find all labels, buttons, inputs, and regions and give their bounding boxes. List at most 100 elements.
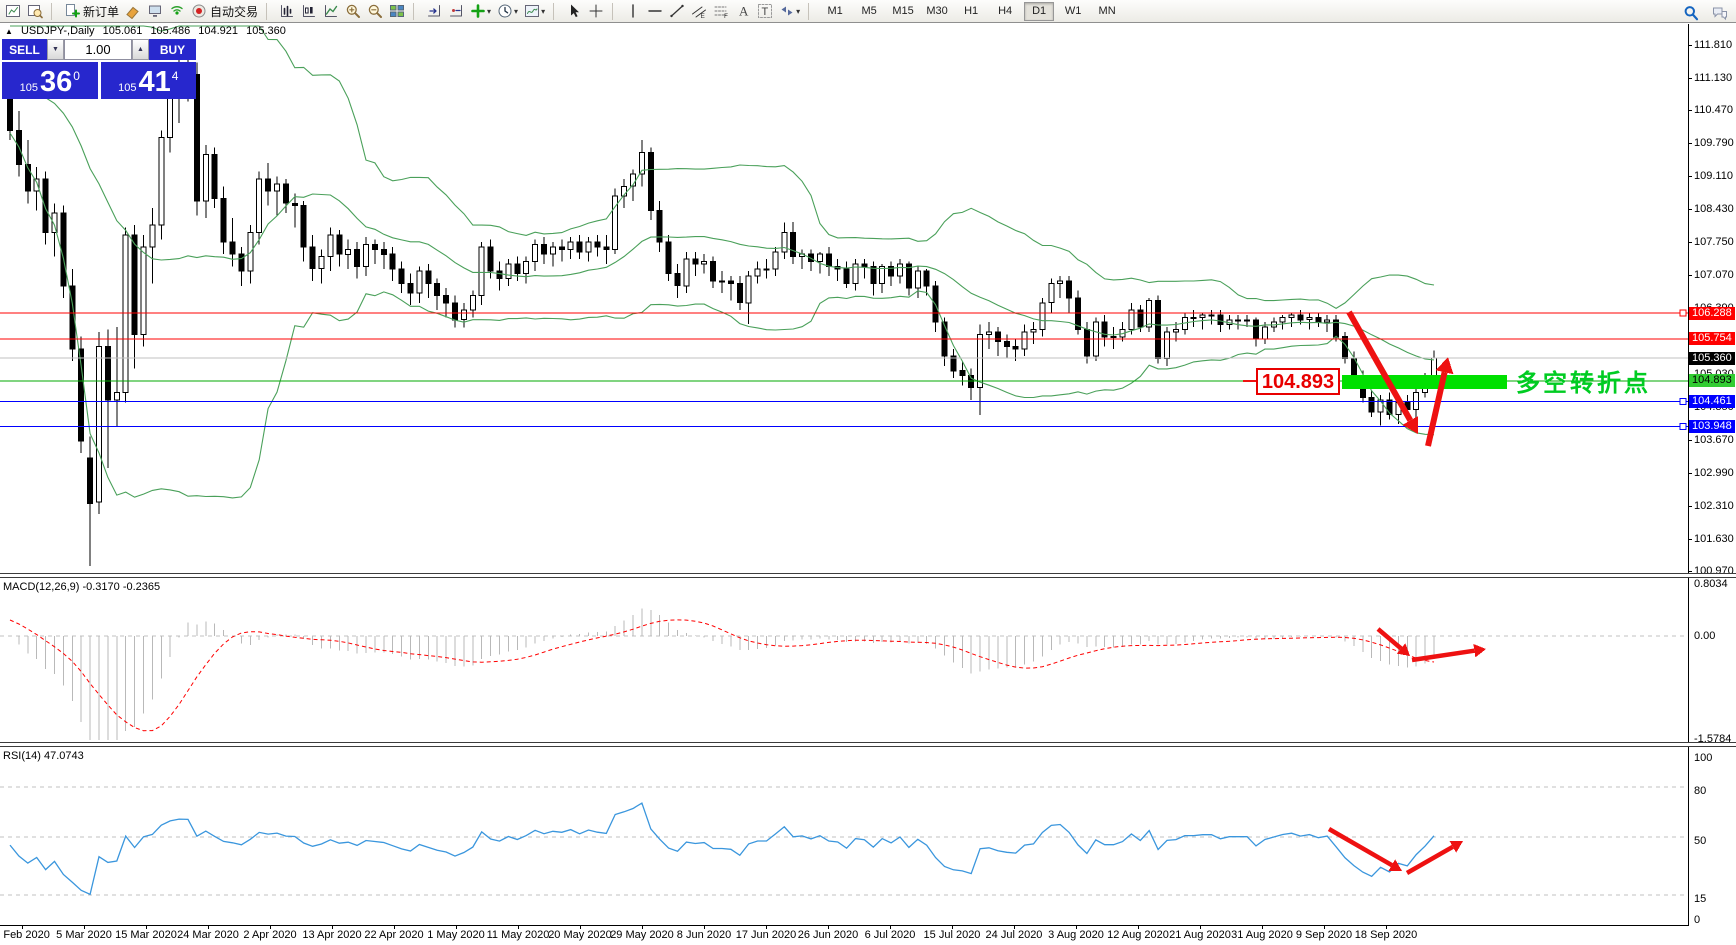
eraser-tool[interactable] — [122, 1, 144, 21]
price-tag-104.461: 104.461 — [1689, 395, 1735, 408]
annotation-arrow[interactable] — [1425, 371, 1448, 447]
price-tick-mark — [1688, 571, 1692, 572]
chart-shift-tool[interactable] — [445, 1, 467, 21]
line-handle[interactable] — [1679, 398, 1687, 406]
chart-window-tool[interactable] — [2, 1, 24, 21]
line-handle[interactable] — [1679, 423, 1687, 431]
candle-body — [1199, 314, 1206, 318]
expert-advisor-tool[interactable] — [144, 1, 166, 21]
sell-price-pips: 36 — [39, 66, 73, 98]
timeframe-button-m30[interactable]: M30 — [926, 4, 948, 17]
candle-body — [318, 256, 325, 270]
fibonacci-tool[interactable]: F — [710, 1, 732, 21]
date-tick-mark — [1386, 925, 1387, 929]
eraser-icon — [126, 6, 139, 19]
line-handle[interactable] — [1679, 309, 1687, 317]
collapse-icon[interactable]: ▲ — [5, 27, 13, 36]
turning-point-bar[interactable] — [1342, 375, 1507, 389]
rsi-axis-label: 100 — [1694, 752, 1713, 764]
candle-body — [1368, 396, 1375, 413]
candle-body — [345, 248, 352, 255]
cursor-tool[interactable] — [563, 1, 585, 21]
date-tick-mark — [890, 925, 891, 929]
text-label-tool[interactable]: T — [754, 1, 776, 21]
new-order-button[interactable]: 新订单 — [61, 1, 122, 21]
toolbar-separator — [51, 2, 58, 20]
candle-body — [158, 137, 165, 226]
candle-body — [33, 178, 40, 192]
text-tool[interactable]: A — [732, 1, 754, 21]
trendline-tool[interactable] — [666, 1, 688, 21]
auto-scroll-tool[interactable] — [423, 1, 445, 21]
dropdown-arrow-icon[interactable]: ▾ — [796, 6, 801, 16]
date-label: 24 Mar 2020 — [177, 929, 239, 941]
candle-body — [398, 268, 405, 284]
candle-body — [1297, 314, 1304, 321]
bar-chart-tool[interactable] — [276, 1, 298, 21]
volume-decrease-button[interactable]: ▼ — [47, 39, 64, 60]
timeframe-button-mn[interactable]: MN — [1098, 4, 1116, 17]
rsi-panel-splitter[interactable] — [0, 742, 1736, 747]
support-price-annotation[interactable]: 104.893 — [1256, 368, 1340, 395]
annotation-arrow[interactable] — [1411, 648, 1475, 663]
annotation-arrow[interactable] — [1346, 310, 1413, 422]
signals-tool[interactable] — [166, 1, 188, 21]
timeframe-button-m15[interactable]: M15 — [892, 4, 914, 17]
dropdown-arrow-icon[interactable]: ▾ — [487, 6, 492, 16]
bar-chart-icon — [281, 5, 294, 17]
candle-body — [852, 263, 859, 284]
candle-body — [1279, 316, 1286, 323]
timeframe-button-d1[interactable]: D1 — [1024, 1, 1055, 21]
sell-price-display[interactable]: 105 36 0 — [2, 62, 98, 99]
line-chart-tool[interactable] — [320, 1, 342, 21]
turning-point-annotation[interactable]: 多空转折点 — [1516, 370, 1651, 397]
candle-body — [229, 241, 236, 255]
annotation-arrow[interactable] — [1405, 844, 1454, 875]
zoom-in-tool[interactable] — [342, 1, 364, 21]
candle-body — [1324, 319, 1331, 323]
sell-button[interactable]: SELL — [2, 39, 47, 60]
timeframe-button-m5[interactable]: M5 — [861, 4, 877, 17]
autotrading-button[interactable]: 自动交易 — [188, 1, 261, 21]
timeframe-button-m1[interactable]: M1 — [827, 4, 843, 17]
bollinger-lower-band — [9, 132, 1435, 499]
buy-price-display[interactable]: 105 41 4 — [100, 62, 196, 99]
data-window-tool[interactable] — [24, 1, 46, 21]
timeframe-button-h1[interactable]: H1 — [964, 4, 979, 17]
tile-windows-tool[interactable] — [386, 1, 408, 21]
crosshair-tool[interactable] — [585, 1, 607, 21]
volume-input[interactable]: 1.00 — [64, 39, 132, 60]
price-axis-border — [1688, 24, 1689, 925]
price-tick-label: 111.130 — [1694, 72, 1733, 84]
dropdown-arrow-icon[interactable]: ▾ — [541, 6, 546, 16]
annotation-arrow[interactable] — [1376, 627, 1403, 651]
candle-body — [211, 154, 218, 199]
chat-button[interactable] — [1709, 3, 1731, 23]
candle-body — [434, 282, 441, 296]
date-tick-mark — [952, 925, 953, 929]
dropdown-arrow-icon[interactable]: ▾ — [514, 6, 519, 16]
rsi-axis-label: 0 — [1694, 914, 1701, 926]
zoom-out-tool[interactable] — [364, 1, 386, 21]
indicators-add-tool[interactable]: ▾ — [467, 1, 494, 21]
periods-clock-tool[interactable]: ▾ — [494, 1, 521, 21]
search-button[interactable] — [1680, 3, 1702, 23]
candle-chart-tool[interactable] — [298, 1, 320, 21]
candle-body — [763, 268, 770, 271]
chart-template-tool[interactable]: ▾ — [521, 1, 548, 21]
annotation-arrow[interactable] — [1327, 827, 1394, 868]
buy-button[interactable]: BUY — [149, 39, 196, 60]
arrows-tool-tool[interactable]: ▾ — [776, 1, 803, 21]
candle-body — [1235, 319, 1242, 322]
volume-increase-button[interactable]: ▲ — [132, 39, 149, 60]
macd-panel-splitter[interactable] — [0, 573, 1736, 578]
candle-body — [692, 258, 699, 265]
rsi-axis-label: 80 — [1694, 785, 1707, 797]
candle-body — [816, 253, 823, 262]
equidistant-channel-tool[interactable]: E — [688, 1, 710, 21]
vertical-line-tool[interactable] — [622, 1, 644, 21]
horizontal-line-tool[interactable] — [644, 1, 666, 21]
timeframe-button-h4[interactable]: H4 — [998, 4, 1013, 17]
timeframe-button-w1[interactable]: W1 — [1064, 4, 1082, 17]
